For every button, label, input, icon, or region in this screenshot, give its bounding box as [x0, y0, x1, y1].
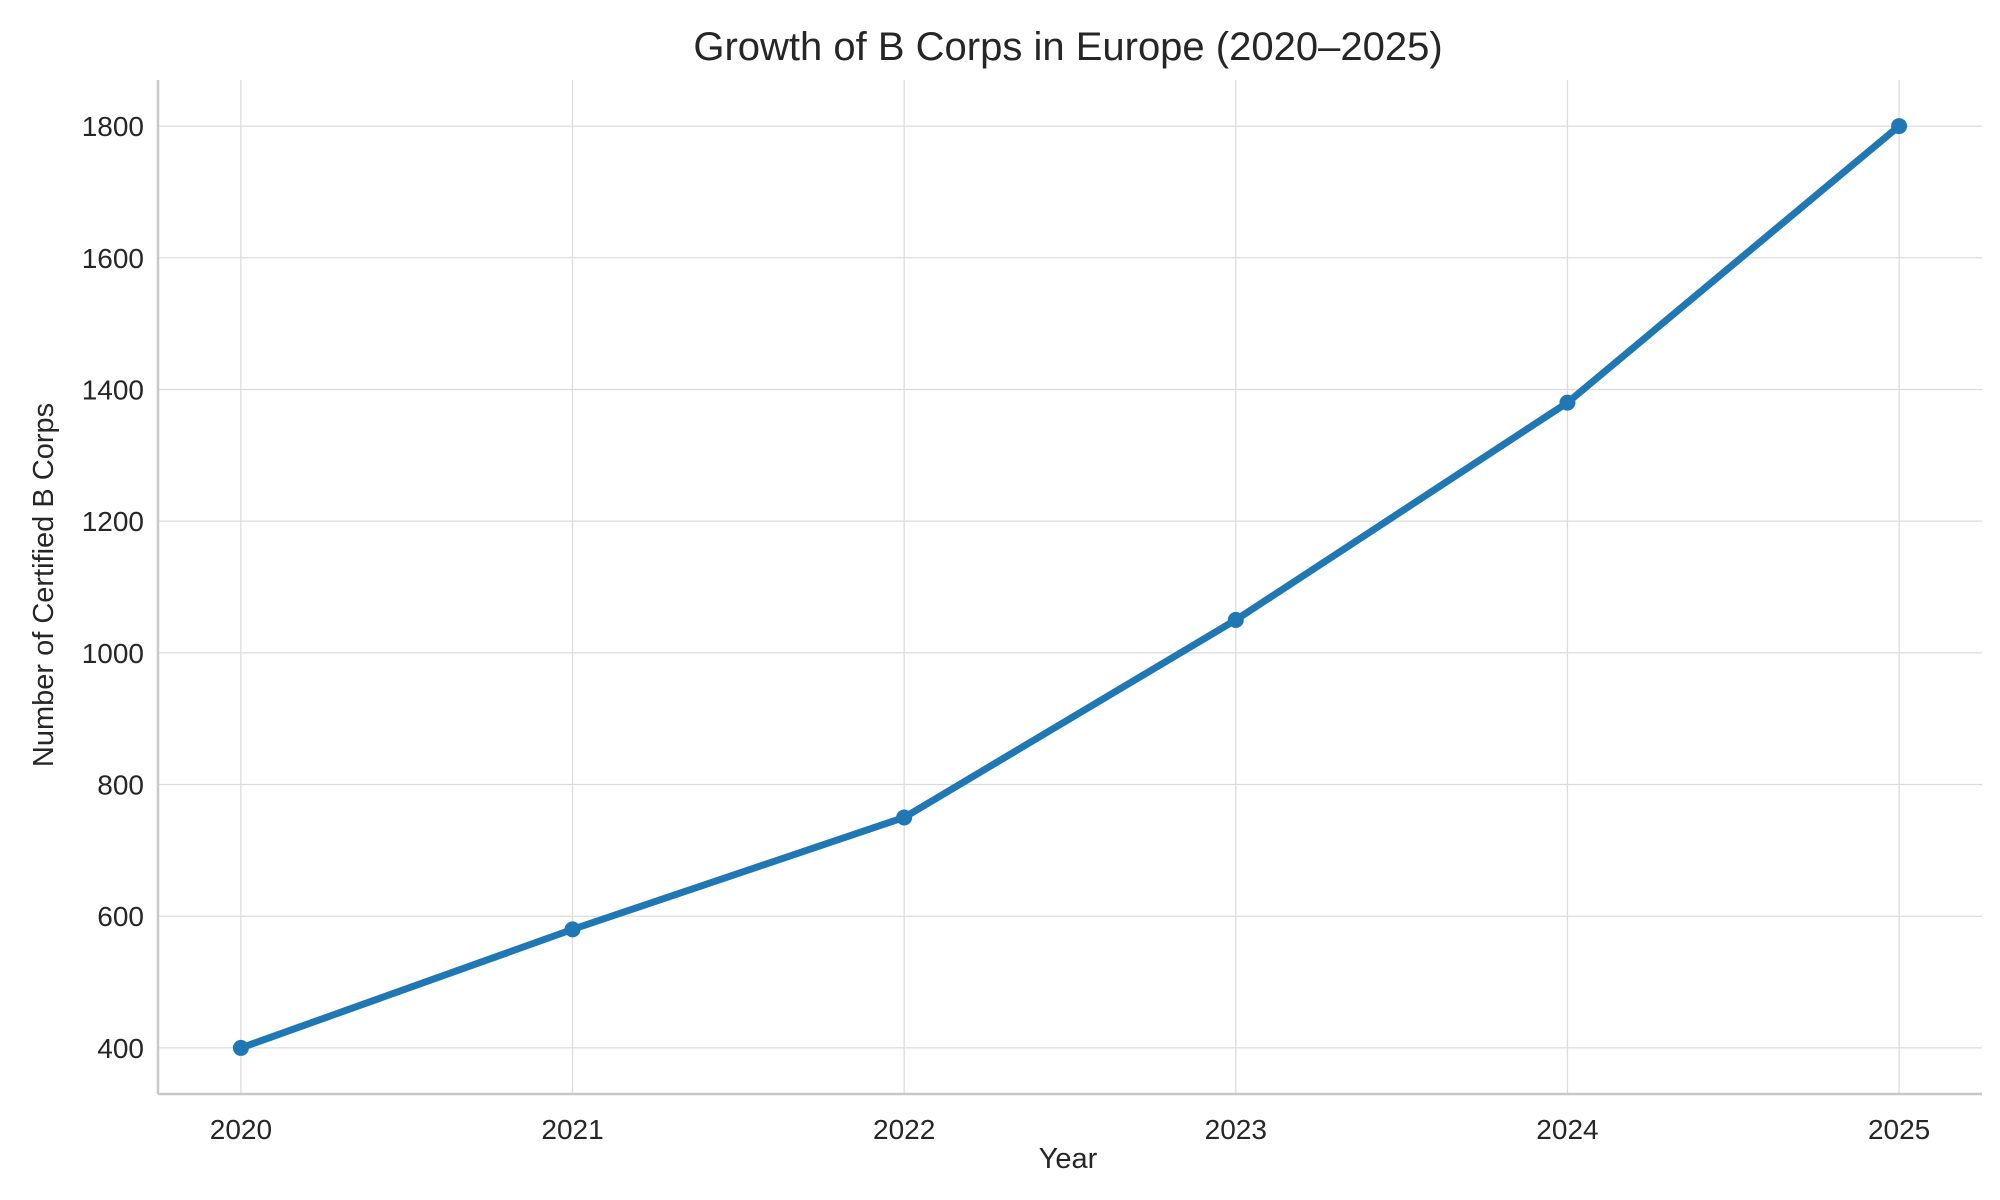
x-axis-label: Year: [1039, 1143, 1098, 1175]
x-tick-labels: 2020 2021 2022 2023 2024 2025: [210, 1114, 1930, 1145]
data-point: [896, 809, 913, 826]
y-tick-label: 1200: [82, 506, 144, 537]
y-axis-label: Number of Certified B Corps: [28, 403, 60, 767]
x-tick-label: 2023: [1205, 1114, 1267, 1145]
chart-title: Growth of B Corps in Europe (2020–2025): [693, 25, 1442, 69]
series-layer: [232, 118, 1908, 1056]
data-point: [1559, 394, 1576, 411]
y-tick-label: 400: [97, 1033, 144, 1064]
data-point: [232, 1039, 249, 1056]
grid-layer: [158, 80, 1982, 1094]
x-tick-label: 2021: [541, 1114, 603, 1145]
data-point: [1891, 118, 1908, 135]
y-tick-label: 600: [97, 901, 144, 932]
series-line: [237, 122, 1903, 1052]
y-tick-label: 1400: [82, 374, 144, 405]
x-tick-label: 2025: [1868, 1114, 1930, 1145]
y-tick-label: 800: [97, 770, 144, 801]
y-tick-label: 1800: [82, 111, 144, 142]
y-tick-label: 1600: [82, 243, 144, 274]
data-point: [1227, 611, 1244, 628]
y-tick-labels: 400 600 800 1000 1200 1400 1600 1800: [82, 111, 144, 1064]
x-tick-label: 2022: [873, 1114, 935, 1145]
x-tick-label: 2020: [210, 1114, 272, 1145]
x-tick-label: 2024: [1536, 1114, 1598, 1145]
data-point: [564, 921, 581, 938]
y-tick-label: 1000: [82, 638, 144, 669]
axes-spines: [156, 80, 1982, 1096]
